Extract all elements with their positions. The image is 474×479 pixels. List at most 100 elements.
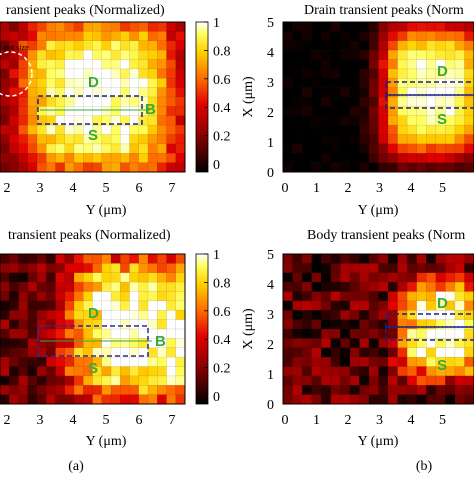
heatmap-cell: [64, 263, 75, 274]
heatmap-cell: [292, 125, 303, 135]
heatmap-cell: [9, 282, 19, 292]
heatmap-cell: [330, 59, 341, 70]
heatmap-cell: [302, 22, 312, 32]
heatmap-cell: [283, 22, 293, 32]
heatmap-cell: [340, 40, 351, 51]
heatmap-cell: [464, 78, 474, 88]
heatmap-cell: [368, 263, 379, 274]
heatmap-cell: [454, 68, 465, 79]
heatmap-cell: [454, 97, 465, 107]
heatmap-cell: [0, 338, 10, 349]
heatmap-cell: [464, 40, 474, 51]
heatmap-cell: [388, 291, 398, 302]
heatmap-cell: [74, 282, 84, 292]
heatmap-cell: [9, 366, 19, 377]
heatmap-cell: [83, 263, 93, 274]
heatmap-cell: [359, 50, 370, 60]
heatmap-cell: [388, 254, 398, 264]
heatmap-cell: [64, 300, 75, 311]
heatmap-cell: [148, 347, 158, 358]
heatmap-cell: [302, 125, 312, 135]
heatmap-cell: [175, 366, 186, 377]
heatmap-cell: [416, 357, 427, 367]
heatmap-cell: [464, 366, 474, 377]
heatmap-cell: [74, 162, 84, 173]
heatmap-cell: [445, 291, 456, 302]
heatmap-cell: [464, 31, 474, 42]
heatmap-cell: [157, 115, 167, 126]
heatmap-cell: [83, 300, 93, 311]
heatmap-cell: [175, 291, 186, 302]
heatmap-cell: [46, 50, 56, 60]
heatmap-cell: [445, 300, 456, 311]
heatmap-cell: [397, 357, 408, 367]
heatmap-cell: [9, 97, 19, 107]
heatmap-cell: [397, 134, 408, 145]
heatmap-cell: [426, 153, 437, 163]
heatmap-cell: [37, 153, 47, 163]
heatmap-cell: [111, 347, 121, 358]
heatmap-cell: [157, 375, 167, 386]
heatmap-cell: [157, 366, 167, 377]
heatmap-cell: [416, 385, 427, 395]
heatmap-cell: [0, 50, 10, 60]
heatmap-cell: [368, 162, 379, 173]
heatmap-cell: [9, 310, 19, 320]
heatmap-cell: [283, 50, 293, 60]
heatmap-cell: [175, 357, 186, 367]
heatmap-cell: [148, 22, 158, 32]
heatmap-cell: [175, 134, 186, 145]
heatmap-cell: [0, 115, 10, 126]
heatmap-cell: [148, 329, 158, 339]
heatmap-cell: [388, 115, 398, 126]
heatmap-cell: [359, 366, 370, 377]
heatmap-cell: [64, 22, 75, 32]
heatmap-cell: [283, 87, 293, 98]
heatmap-cell: [55, 310, 66, 320]
heatmap-cell: [426, 366, 437, 377]
heatmap-cell: [388, 59, 398, 70]
heatmap-cell: [46, 329, 56, 339]
heatmap-cell: [330, 357, 341, 367]
heatmap-cell: [321, 291, 332, 302]
heatmap-cell: [0, 134, 10, 145]
heatmap-cell: [368, 31, 379, 42]
heatmap-cell: [175, 310, 186, 320]
heatmap-cell: [74, 143, 84, 154]
heatmap-cell: [138, 125, 149, 135]
heatmap-cell: [55, 68, 66, 79]
heatmap-cell: [157, 125, 167, 135]
heatmap-cell: [340, 97, 351, 107]
heatmap-cell: [378, 153, 389, 163]
heatmap-cell: [83, 366, 93, 377]
heatmap-cell: [302, 254, 312, 264]
heatmap-cell: [0, 22, 10, 32]
heatmap-cell: [74, 134, 84, 145]
heatmap-cell: [454, 263, 465, 274]
heatmap-cell: [120, 78, 130, 88]
heatmap-cell: [283, 310, 293, 320]
heatmap-cell: [435, 357, 446, 367]
heatmap-cell: [55, 263, 66, 274]
heatmap-cell: [64, 50, 75, 60]
heatmap-cell: [37, 68, 47, 79]
heatmap-cell: [37, 385, 47, 395]
heatmap-cell: [46, 106, 56, 117]
heatmap-cell: [27, 134, 38, 145]
heatmap-cell: [101, 272, 112, 283]
heatmap-cell: [435, 143, 446, 154]
heatmap-cell: [292, 68, 303, 79]
heatmap-cell: [349, 31, 360, 42]
heatmap-cell: [55, 143, 66, 154]
heatmap-cell: [426, 143, 437, 154]
heatmap-cell: [397, 87, 408, 98]
heatmap-cell: [283, 143, 293, 154]
heatmap-cell: [321, 68, 332, 79]
heatmap-cell: [55, 338, 66, 349]
heatmap-cell: [302, 106, 312, 117]
heatmap-cell: [138, 153, 149, 163]
heatmap-cell: [388, 394, 398, 405]
heatmap-cell: [359, 87, 370, 98]
heatmap-cell: [330, 125, 341, 135]
heatmap-cell: [416, 291, 427, 302]
